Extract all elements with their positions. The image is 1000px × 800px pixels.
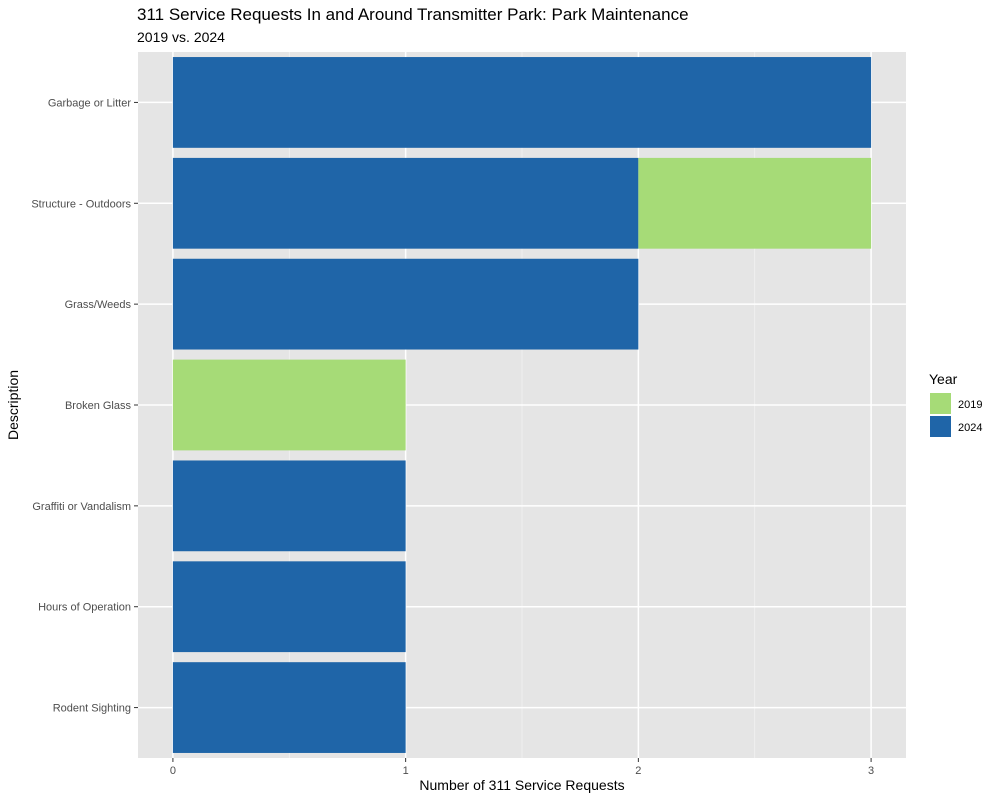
y-axis: Garbage or Litter Structure - Outdoors Gra… — [31, 97, 138, 715]
bar-2019 — [172, 359, 406, 451]
x-tick-label: 2 — [635, 765, 641, 777]
chart-subtitle: 2019 vs. 2024 — [137, 29, 225, 45]
legend-title: Year — [929, 371, 958, 387]
x-tick-label: 1 — [403, 765, 409, 777]
chart-title: 311 Service Requests In and Around Trans… — [137, 5, 689, 24]
x-tick-label: 0 — [170, 765, 176, 777]
y-tick-label: Hours of Operation — [38, 602, 131, 614]
y-tick-label: Broken Glass — [65, 400, 132, 412]
x-axis-title: Number of 311 Service Requests — [419, 777, 624, 793]
legend-label: 2019 — [958, 399, 982, 411]
y-tick-label: Garbage or Litter — [48, 97, 131, 109]
legend: Year 2019 2024 — [929, 371, 982, 437]
y-tick-label: Structure - Outdoors — [31, 198, 131, 210]
bar-2024 — [172, 460, 406, 552]
y-tick-label: Rodent Sighting — [53, 703, 131, 715]
y-tick-label: Graffiti or Vandalism — [32, 501, 131, 513]
legend-key-2019 — [930, 393, 951, 414]
bar-2024 — [172, 258, 639, 350]
y-tick-label: Grass/Weeds — [65, 299, 132, 311]
bar-2024 — [172, 157, 639, 249]
bar-2024 — [172, 561, 406, 653]
bar-2019 — [638, 157, 872, 249]
bar-2024 — [172, 57, 872, 148]
plot-area — [138, 52, 906, 758]
bars — [172, 57, 872, 753]
x-axis: 0 1 2 3 — [170, 758, 874, 777]
legend-label: 2024 — [958, 422, 982, 434]
bar-2024 — [172, 662, 406, 753]
y-axis-title: Description — [5, 370, 21, 440]
x-tick-label: 3 — [868, 765, 874, 777]
legend-key-2024 — [930, 416, 951, 437]
